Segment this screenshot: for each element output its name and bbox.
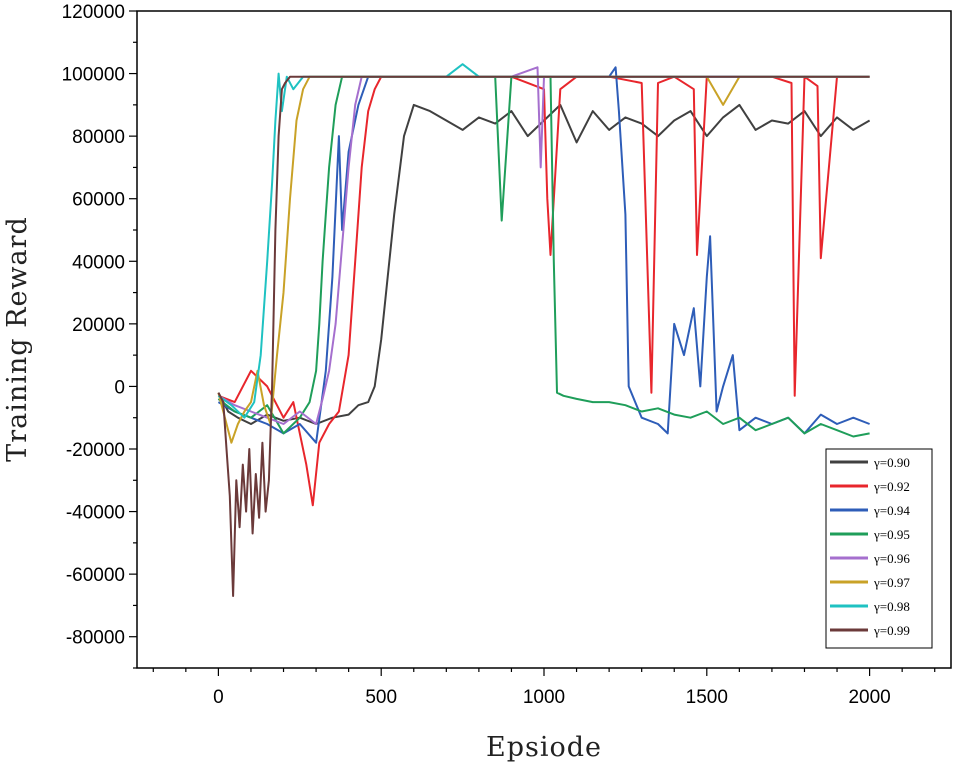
legend-label-4: γ=0.96 <box>873 551 910 566</box>
y-tick-label: -80000 <box>66 628 125 649</box>
x-tick-label: 2000 <box>848 687 890 708</box>
legend-label-0: γ=0.90 <box>873 455 910 470</box>
legend-label-6: γ=0.98 <box>873 599 910 614</box>
series-line-2 <box>217 66 870 444</box>
series-line-3 <box>217 75 870 438</box>
y-axis-title: Training Reward <box>2 216 33 462</box>
y-tick-label: 120000 <box>62 2 125 23</box>
y-tick-label: 40000 <box>72 252 125 273</box>
legend-label-7: γ=0.99 <box>873 623 910 638</box>
y-tick-label: -20000 <box>66 440 125 461</box>
series-layer <box>217 63 871 597</box>
legend-label-5: γ=0.97 <box>873 575 910 590</box>
series-line-0 <box>217 103 871 425</box>
y-tick-label: 20000 <box>72 315 125 336</box>
legend-label-2: γ=0.94 <box>873 503 910 518</box>
x-axis-title: Epsiode <box>486 732 602 763</box>
series-line-5 <box>217 75 870 444</box>
series-line-7 <box>217 75 870 597</box>
legend-label-1: γ=0.92 <box>873 479 910 494</box>
x-tick-label: 1000 <box>523 687 565 708</box>
x-tick-label: 1500 <box>686 687 728 708</box>
legend: γ=0.90 γ=0.92 γ=0.94 γ=0.95 γ=0.96 γ=0.97 γ=0.… <box>825 448 933 649</box>
x-tick-label: 500 <box>365 687 397 708</box>
y-tick-label: -60000 <box>66 565 125 586</box>
y-tick-label: 60000 <box>72 190 125 211</box>
x-tick-label: 0 <box>213 687 224 708</box>
y-tick-label: -40000 <box>66 503 125 524</box>
axis-ticks: 0 500 1000 1500 2000 -80000 -60000 -40000 -20000… <box>62 2 936 708</box>
legend-box <box>825 448 933 649</box>
legend-label-3: γ=0.95 <box>873 527 910 542</box>
y-tick-label: 100000 <box>62 65 125 86</box>
y-tick-label: 0 <box>114 377 125 398</box>
y-tick-label: 80000 <box>72 127 125 148</box>
